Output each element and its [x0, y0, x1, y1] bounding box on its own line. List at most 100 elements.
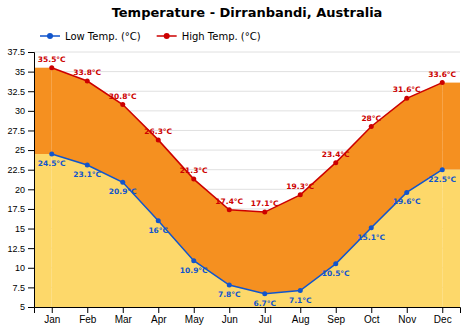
data-labels: 24.5°C23.1°C20.9°C16°C10.9°C7.8°C6.7°C7.… — [38, 55, 457, 308]
plot-area — [34, 65, 460, 307]
x-tick: Jul — [259, 307, 272, 325]
y-tick: 5 — [20, 302, 34, 312]
marker — [369, 225, 374, 230]
y-tick-label: 30 — [15, 106, 25, 116]
x-axis: Jan Feb Mar Apr May Jun Jul Aug Sep Oct Nov Dec — [35, 307, 461, 325]
y-tick-label: 7.5 — [12, 283, 25, 293]
y-axis: 57.51012.51517.52022.52527.53032.53537.5 — [7, 47, 34, 312]
y-tick-mark — [28, 52, 34, 53]
x-tick-mark — [442, 307, 443, 313]
range-area — [52, 68, 443, 294]
data-label: 26.3°C — [144, 127, 172, 136]
y-tick-mark — [28, 229, 34, 230]
data-label: 6.7°C — [253, 299, 276, 308]
marker — [369, 124, 374, 129]
x-tick: Jan — [44, 307, 60, 325]
data-label: 23.4°C — [322, 150, 350, 159]
y-tick-label: 5 — [20, 302, 25, 312]
x-tick-label: Jul — [259, 314, 272, 325]
y-tick-mark — [28, 307, 34, 308]
marker — [85, 79, 90, 84]
x-tick-mark — [123, 307, 124, 313]
marker — [156, 218, 161, 223]
x-tick: Sep — [327, 307, 345, 325]
x-tick: Aug — [292, 307, 310, 325]
y-tick-label: 12.5 — [7, 244, 25, 254]
y-tick-mark — [28, 268, 34, 269]
marker — [85, 162, 90, 167]
y-tick-label: 35 — [15, 67, 25, 77]
y-tick-mark — [28, 248, 34, 249]
marker — [440, 80, 445, 85]
x-tick-mark — [87, 307, 88, 313]
marker — [227, 283, 232, 288]
y-tick: 15 — [15, 224, 34, 234]
range-cap — [442, 83, 460, 170]
y-tick: 30 — [15, 106, 34, 116]
y-tick-label: 20 — [15, 185, 25, 195]
data-label: 30.8°C — [109, 92, 137, 101]
x-tick-label: Nov — [398, 314, 416, 325]
y-tick-mark — [28, 170, 34, 171]
y-tick: 12.5 — [7, 244, 34, 254]
chart: Jan Feb Mar Apr May Jun Jul Aug Sep Oct Nov Dec 5 7.5… — [0, 0, 474, 331]
chart-container: Jan Feb Mar Apr May Jun Jul Aug Sep Oct Nov Dec 5 7.5… — [0, 0, 474, 331]
y-tick-mark — [28, 209, 34, 210]
data-label: 7.8°C — [218, 290, 241, 299]
line — [52, 68, 443, 212]
x-tick-mark — [194, 307, 195, 313]
y-tick: 37.5 — [7, 47, 34, 57]
x-tick-label: Jun — [222, 314, 238, 325]
legend-marker — [164, 33, 170, 39]
marker — [227, 207, 232, 212]
y-tick-label: 27.5 — [7, 126, 25, 136]
x-tick: Dec — [434, 307, 452, 325]
y-tick-mark — [28, 130, 34, 131]
marker — [120, 180, 125, 185]
y-tick-label: 37.5 — [7, 47, 25, 57]
low-cap — [442, 170, 460, 307]
marker — [191, 177, 196, 182]
marker — [49, 152, 54, 157]
legend-item: Low Temp. (°C) — [40, 31, 141, 42]
x-tick: May — [185, 307, 204, 325]
legend-label: High Temp. (°C) — [182, 31, 261, 42]
x-tick: Oct — [364, 307, 380, 325]
line — [52, 154, 443, 294]
data-label: 22.5°C — [428, 175, 456, 184]
low-cap — [34, 154, 52, 307]
y-tick-label: 17.5 — [7, 204, 25, 214]
x-tick: Mar — [115, 307, 133, 325]
legend-label: Low Temp. (°C) — [65, 31, 141, 42]
data-label: 10.9°C — [180, 266, 208, 275]
data-label: 21.3°C — [180, 166, 208, 175]
x-tick-label: Apr — [151, 314, 167, 325]
grid — [34, 52, 460, 307]
y-tick-mark — [28, 189, 34, 190]
marker — [156, 137, 161, 142]
x-tick-label: Aug — [292, 314, 310, 325]
y-tick-label: 10 — [15, 263, 25, 273]
y-tick: 17.5 — [7, 204, 34, 214]
data-label: 19.6°C — [393, 197, 421, 206]
legend: Low Temp. (°C) High Temp. (°C) — [40, 31, 261, 42]
data-label: 35.5°C — [38, 55, 66, 64]
data-label: 7.1°C — [289, 296, 312, 305]
x-axis-line — [35, 308, 461, 314]
y-tick-label: 15 — [15, 224, 25, 234]
x-tick-label: Jan — [44, 314, 60, 325]
y-tick-label: 32.5 — [7, 87, 25, 97]
data-label: 19.3°C — [286, 182, 314, 191]
data-label: 16°C — [148, 226, 168, 235]
y-tick-label: 25 — [15, 145, 25, 155]
legend-item: High Temp. (°C) — [157, 31, 261, 42]
x-tick: Feb — [79, 307, 97, 325]
title: Temperature - Dirranbandi, Australia — [112, 5, 383, 20]
x-tick-mark — [265, 307, 266, 313]
x-tick-label: Dec — [434, 314, 452, 325]
y-tick-mark — [28, 150, 34, 151]
legend-marker — [47, 33, 53, 39]
x-tick-label: Sep — [327, 314, 345, 325]
data-label: 17.4°C — [215, 197, 243, 206]
marker — [440, 167, 445, 172]
